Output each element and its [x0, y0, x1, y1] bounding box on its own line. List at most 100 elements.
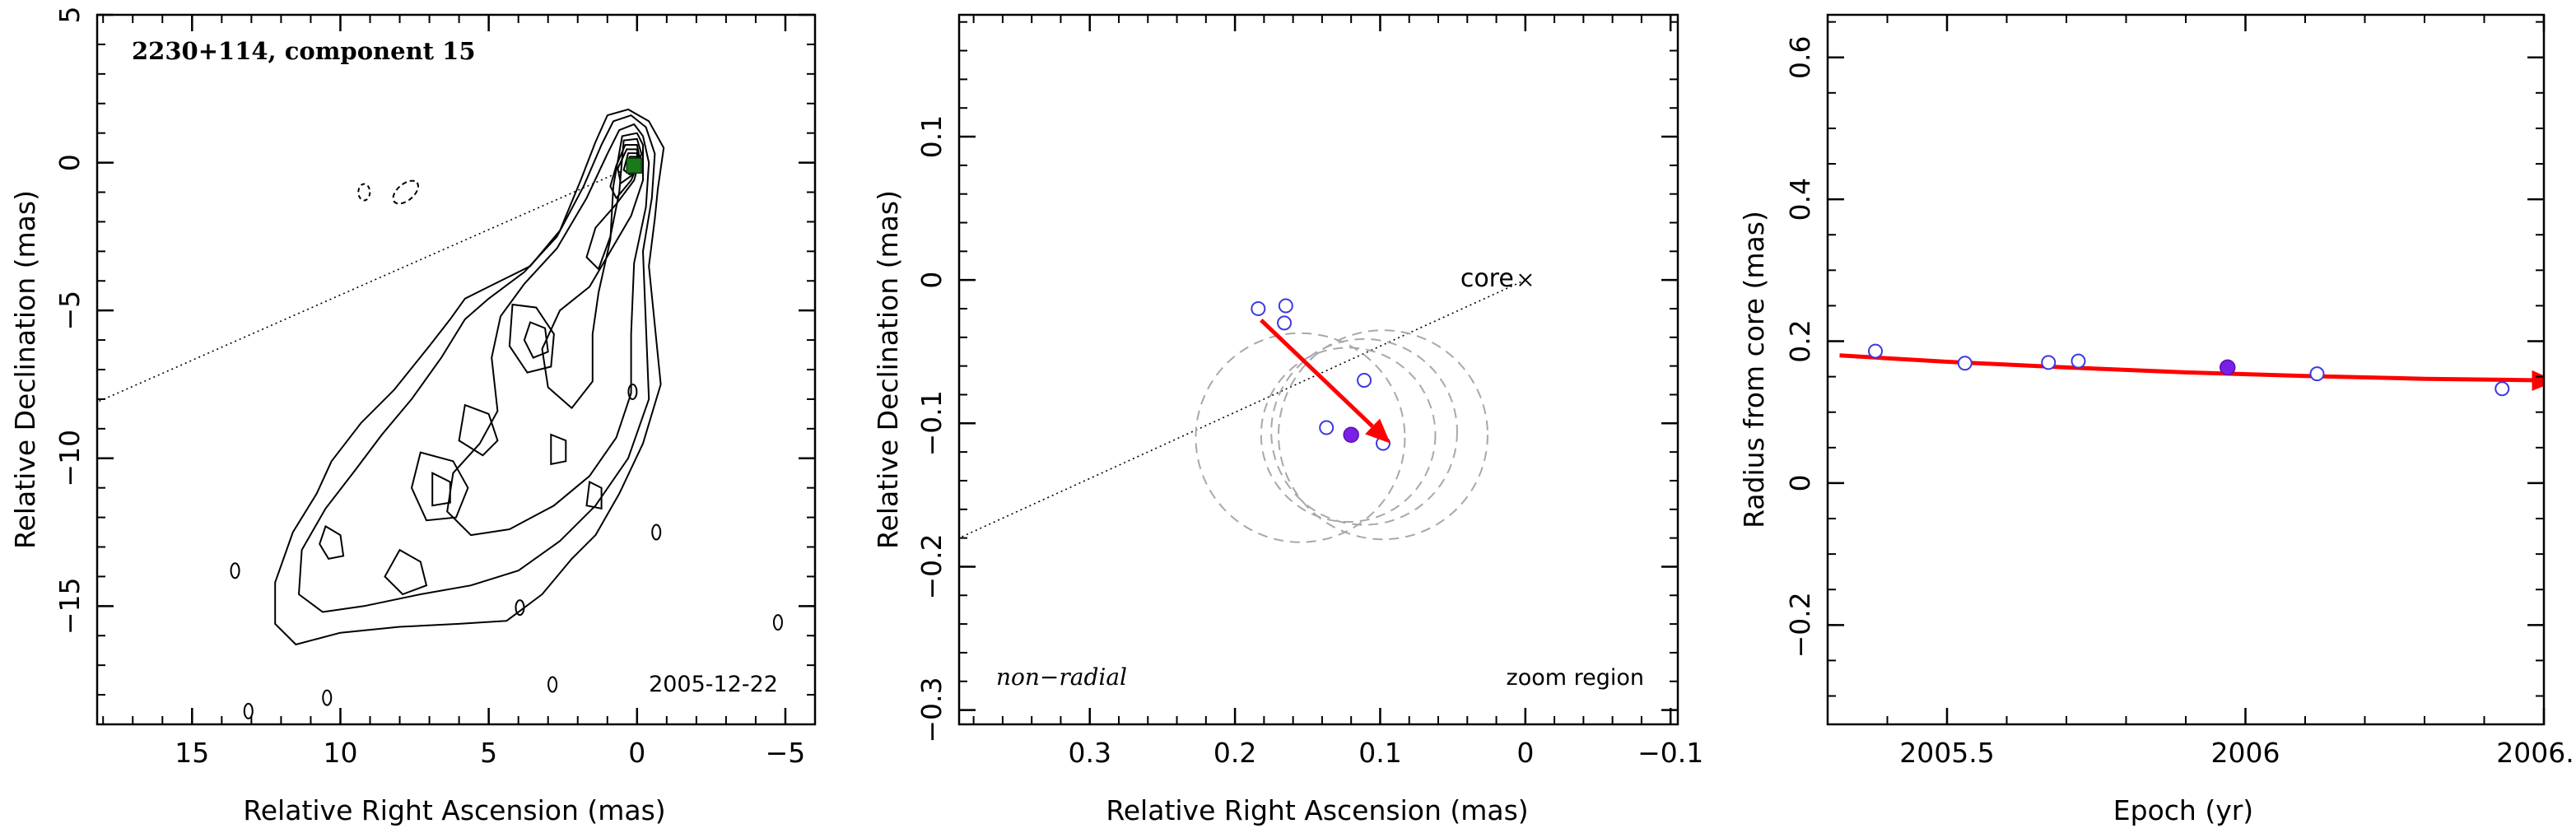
radius-epoch-y-tick-label: 0.6 [1784, 35, 1816, 78]
contour-map-panel: 15 10 5 0 −5 5 0 −5 −10 −15 2230+114, component 1… [9, 7, 817, 826]
zoom-region-y-tick-label: −0.1 [915, 390, 948, 456]
radius-epoch-point [2041, 355, 2057, 370]
jet-contour [617, 148, 640, 184]
jet-contour [446, 123, 650, 537]
component-position-point [1251, 300, 1266, 316]
contour-map-x-tick-label: −5 [766, 737, 806, 769]
isolated-contour [322, 689, 333, 706]
radius-epoch-point [2494, 381, 2510, 397]
component-marker [626, 157, 642, 174]
radius-epoch-x-tick-label: 2006 [2211, 737, 2280, 769]
component-position-point [1319, 420, 1335, 435]
isolated-contour [515, 599, 525, 617]
radius-epoch-y-tick-label: 0.2 [1784, 319, 1816, 362]
jet-contour [298, 114, 656, 613]
contour-map-title: 2230+114, component 15 [132, 37, 476, 65]
radius-epoch-y-tick-label: −0.2 [1784, 592, 1816, 658]
radius-epoch-y-tick-label: 0.4 [1784, 178, 1816, 221]
jet-knot-contour [431, 472, 451, 507]
radius-epoch-frame [1826, 13, 2546, 726]
contour-map-frame [95, 13, 817, 726]
non-radial-label: non−radial [996, 663, 1127, 691]
zoom-region-x-tick-label: 0.3 [1068, 737, 1111, 769]
radius-epoch-point [1957, 356, 1973, 371]
current-epoch-point [1343, 426, 1359, 443]
radius-epoch-x-tick-label: 2006.5 [2496, 737, 2576, 769]
jet-knot-contour [523, 321, 549, 359]
zoom-region-y-tick-label: −0.2 [915, 533, 948, 599]
component-position-point [1277, 315, 1293, 331]
zoom-region-y-tick-label: 0.1 [915, 115, 948, 158]
component-size-circle [1278, 329, 1488, 541]
zoom-region-x-tick-label: 0 [1516, 737, 1534, 769]
contour-map-x-tick-label: 0 [628, 737, 645, 769]
zoom-region-ticks: 0.3 0.2 0.1 0 −0.1 0.1 0 −0.1 −0.2 −0.3 [915, 15, 1703, 769]
contour-map-y-tick-label: −5 [54, 291, 86, 331]
negative-contour [357, 183, 371, 202]
core-label: core [1460, 264, 1514, 293]
contour-map-x-tick-label: 15 [175, 737, 209, 769]
radius-epoch-point [1868, 343, 1883, 359]
isolated-contour [627, 383, 638, 400]
isolated-contour [772, 614, 783, 631]
zoom-region-y-axis-title: Relative Declination (mas) [872, 190, 904, 549]
core-marker [1519, 273, 1532, 286]
isolated-contour [230, 562, 240, 579]
jet-knot-contour [550, 433, 567, 466]
jet-knot-contour [319, 524, 345, 561]
zoom-region-panel: core 0.3 0.2 0.1 0 −0.1 0.1 0 −0.1 −0.2 −0.3 non−… [872, 13, 1703, 826]
zoom-region-x-axis-title: Relative Right Ascension (mas) [1106, 794, 1528, 826]
isolated-contour [651, 524, 662, 541]
jet-knot-contour [410, 451, 469, 522]
contour-map-y-axis-title: Relative Declination (mas) [9, 190, 41, 549]
radius-epoch-plot-area [1839, 343, 2544, 397]
radial-fit-arrowhead [2532, 370, 2544, 391]
contour-map-plot-area [97, 108, 783, 719]
contour-map-y-tick-label: −10 [54, 430, 86, 487]
position-angle-line [97, 165, 635, 403]
zoom-region-x-tick-label: 0.2 [1213, 737, 1256, 769]
radius-epoch-ticks: 2005.5 2006 2006.5 0.6 0.4 0.2 0 −0.2 [1784, 15, 2576, 769]
zoom-region-label: zoom region [1507, 665, 1644, 691]
jet-contour [609, 144, 641, 199]
contour-map-x-tick-label: 10 [323, 737, 357, 769]
zoom-region-y-tick-label: −0.3 [915, 677, 948, 743]
jet-contour [541, 132, 644, 409]
jet-knot-contour [458, 403, 499, 457]
jet-knot-contour [384, 548, 428, 596]
epoch-date-label: 2005-12-22 [649, 672, 778, 697]
radius-epoch-point [2071, 353, 2086, 369]
jet-knot-contour [508, 303, 555, 374]
component-size-circle [1195, 332, 1406, 543]
negative-contour [392, 179, 419, 205]
contour-map-y-tick-label: 0 [54, 154, 86, 171]
radius-epoch-y-axis-title: Radius from core (mas) [1738, 211, 1770, 528]
radius-epoch-y-tick-label: 0 [1784, 474, 1816, 491]
motion-vector-arrowhead [1365, 418, 1390, 444]
jet-contour [585, 137, 643, 270]
contour-map-x-axis-title: Relative Right Ascension (mas) [243, 794, 665, 826]
jet-contour [274, 108, 665, 645]
radius-epoch-panel: 2005.5 2006 2006.5 0.6 0.4 0.2 0 −0.2 Epoch (yr… [1738, 13, 2576, 826]
contour-map-y-tick-label: 5 [54, 7, 86, 24]
radius-epoch-point [2309, 366, 2325, 382]
isolated-contour [547, 676, 558, 693]
radius-epoch-x-axis-title: Epoch (yr) [2113, 794, 2253, 826]
contour-map-ticks: 15 10 5 0 −5 5 0 −5 −10 −15 [54, 7, 816, 769]
current-epoch-point [2220, 359, 2236, 376]
contour-map-x-tick-label: 5 [480, 737, 497, 769]
motion-vector-arrow [1260, 319, 1374, 428]
zoom-region-x-tick-label: −0.1 [1637, 737, 1703, 769]
zoom-region-y-tick-label: 0 [915, 272, 948, 289]
component-position-point [1278, 298, 1293, 314]
radius-epoch-x-tick-label: 2005.5 [1899, 737, 1994, 769]
zoom-region-x-tick-label: 0.1 [1358, 737, 1401, 769]
component-size-circle [1260, 347, 1437, 524]
position-angle-line [959, 279, 1526, 539]
isolated-contour [243, 702, 254, 719]
zoom-region-plot-area: core [959, 264, 1532, 543]
contour-map-y-tick-label: −15 [54, 578, 86, 635]
zoom-region-frame [957, 13, 1679, 726]
jet-knot-contour [585, 480, 603, 510]
